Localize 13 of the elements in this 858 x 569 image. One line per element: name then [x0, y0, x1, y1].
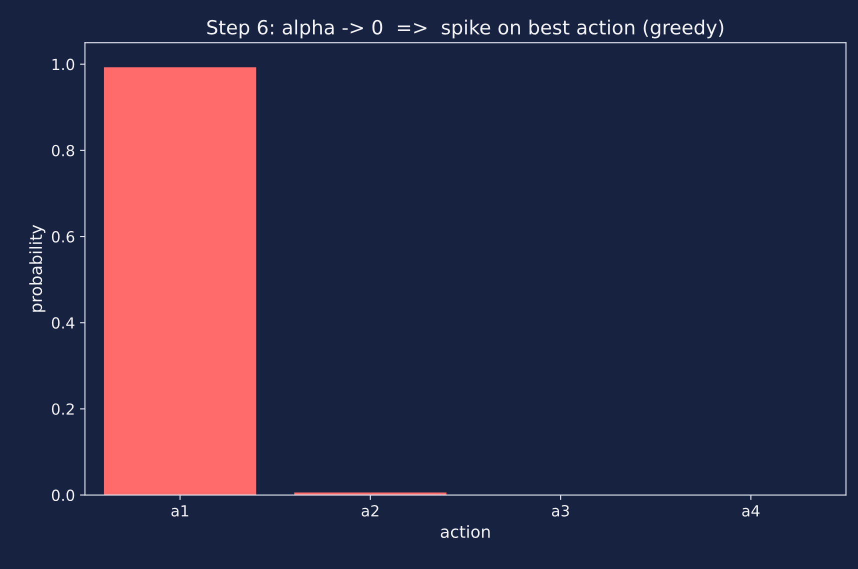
y-tick-label: 0.2 — [52, 403, 74, 415]
chart-title: Step 6: alpha -> 0 => spike on best action (greedy) — [207, 20, 724, 38]
y-tick-label: 0.6 — [52, 231, 74, 243]
x-tick-label: a2 — [362, 505, 378, 517]
y-axis-title: probability — [29, 224, 46, 312]
y-tick-label: 0.4 — [52, 317, 74, 329]
y-tick-label: 1.0 — [52, 58, 74, 70]
x-axis-title: action — [440, 525, 490, 538]
y-tick-label: 0.0 — [52, 489, 74, 502]
x-tick-label: a3 — [552, 505, 569, 517]
y-tick-label: 0.8 — [52, 144, 74, 156]
x-tick-label: a4 — [742, 505, 760, 517]
x-tick-label: a1 — [171, 505, 188, 517]
